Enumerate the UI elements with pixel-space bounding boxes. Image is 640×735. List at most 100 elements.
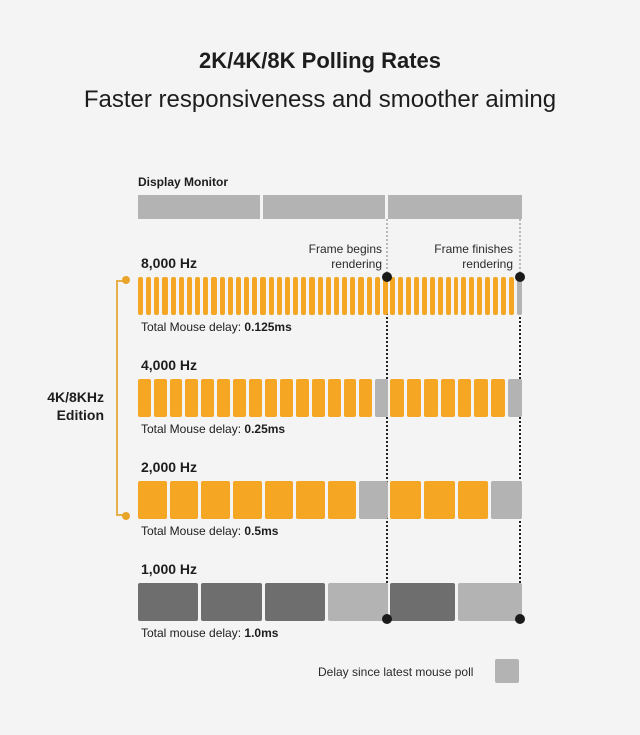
frame-begin-line bbox=[386, 277, 388, 619]
poll-bar bbox=[235, 277, 242, 315]
poll-bar bbox=[333, 277, 340, 315]
delay-value: 1.0ms bbox=[244, 626, 279, 640]
poll-row-8000 bbox=[138, 277, 522, 315]
edition-label: 4K/8KHz Edition bbox=[20, 388, 104, 424]
diagram-title: 2K/4K/8K Polling Rates bbox=[198, 48, 442, 73]
frame-finish-dot-bottom bbox=[515, 614, 525, 624]
display-monitor-bar bbox=[138, 195, 522, 219]
edition-bracket bbox=[116, 280, 126, 516]
poll-bar bbox=[309, 277, 315, 315]
poll-bar bbox=[493, 277, 499, 315]
poll-bar bbox=[301, 277, 307, 315]
delay-text-4000: Total Mouse delay: 0.25ms bbox=[141, 422, 285, 436]
poll-bar bbox=[382, 277, 388, 315]
poll-bar bbox=[423, 379, 438, 417]
poll-bar bbox=[317, 277, 323, 315]
poll-bar bbox=[203, 277, 209, 315]
poll-row-2000 bbox=[138, 481, 522, 519]
frame-finish-guide bbox=[519, 219, 521, 277]
poll-bar bbox=[485, 277, 491, 315]
poll-bar bbox=[162, 277, 168, 315]
poll-bar bbox=[248, 379, 262, 417]
poll-bar bbox=[491, 379, 506, 417]
annot-line: Frame begins bbox=[308, 242, 382, 256]
rate-label-1000: 1,000 Hz bbox=[141, 561, 198, 577]
delay-bar bbox=[517, 277, 522, 315]
monitor-label: Display Monitor bbox=[138, 175, 229, 189]
poll-bar bbox=[406, 379, 421, 417]
poll-bar bbox=[461, 277, 467, 315]
poll-bar bbox=[138, 277, 144, 315]
frame-begin-guide bbox=[386, 219, 388, 277]
legend-label: Delay since latest mouse poll bbox=[318, 665, 474, 679]
poll-bar bbox=[413, 277, 419, 315]
poll-bar bbox=[219, 277, 225, 315]
poll-bar bbox=[232, 481, 262, 519]
poll-bar bbox=[327, 481, 357, 519]
poll-bar bbox=[153, 379, 167, 417]
poll-bar bbox=[264, 481, 294, 519]
poll-bar bbox=[186, 277, 193, 315]
poll-bar bbox=[474, 379, 489, 417]
delay-value: 0.5ms bbox=[244, 524, 279, 538]
poll-bar bbox=[477, 277, 483, 315]
delay-prefix: Total Mouse delay: bbox=[141, 524, 245, 538]
frame-finishes-label: Frame finishes rendering bbox=[400, 242, 513, 272]
poll-bar bbox=[440, 379, 455, 417]
poll-bar bbox=[211, 277, 217, 315]
frame-begin-dot-top bbox=[382, 272, 392, 282]
poll-bar bbox=[146, 277, 152, 315]
delay-value: 0.25ms bbox=[244, 422, 286, 436]
delay-bar bbox=[508, 379, 522, 417]
annot-line: Frame finishes bbox=[434, 242, 513, 256]
delay-prefix: Total Mouse delay: bbox=[141, 320, 245, 334]
poll-bar bbox=[358, 277, 364, 315]
poll-bar bbox=[366, 277, 372, 315]
poll-bar bbox=[244, 277, 250, 315]
poll-bar bbox=[359, 379, 373, 417]
poll-row-4000 bbox=[138, 379, 522, 417]
bracket-dot-bottom bbox=[122, 512, 130, 520]
rate-label-2000: 2,000 Hz bbox=[141, 459, 198, 475]
poll-bar bbox=[201, 379, 215, 417]
monitor-frame bbox=[138, 195, 260, 219]
poll-bar bbox=[264, 583, 325, 621]
poll-bar bbox=[453, 277, 459, 315]
poll-bar bbox=[154, 277, 160, 315]
delay-bar bbox=[457, 583, 522, 621]
poll-bar bbox=[284, 277, 291, 315]
poll-bar bbox=[397, 277, 403, 315]
poll-bar bbox=[390, 481, 421, 519]
poll-bar bbox=[421, 277, 427, 315]
delay-text-8000: Total Mouse delay: 0.125ms bbox=[141, 320, 292, 334]
poll-bar bbox=[201, 583, 262, 621]
poll-bar bbox=[327, 379, 341, 417]
poll-bar bbox=[501, 277, 507, 315]
poll-bar bbox=[437, 277, 443, 315]
poll-bar bbox=[296, 379, 309, 417]
annot-line: rendering bbox=[331, 257, 382, 271]
delay-text-1000: Total mouse delay: 1.0ms bbox=[141, 626, 278, 640]
poll-bar bbox=[260, 277, 266, 315]
poll-bar bbox=[374, 277, 380, 315]
poll-bar bbox=[405, 277, 411, 315]
poll-bar bbox=[252, 277, 258, 315]
poll-bar bbox=[178, 277, 184, 315]
poll-bar bbox=[138, 583, 199, 621]
delay-bar bbox=[375, 379, 388, 417]
rate-label-8000: 8,000 Hz bbox=[141, 255, 198, 271]
poll-bar bbox=[390, 583, 455, 621]
poll-bar bbox=[390, 379, 404, 417]
annot-line: rendering bbox=[462, 257, 513, 271]
poll-bar bbox=[170, 277, 176, 315]
delay-prefix: Total mouse delay: bbox=[141, 626, 245, 640]
poll-bar bbox=[469, 277, 475, 315]
delay-value: 0.125ms bbox=[244, 320, 292, 334]
poll-bar bbox=[201, 481, 230, 519]
poll-bar bbox=[138, 379, 151, 417]
legend-swatch-delay bbox=[495, 659, 519, 683]
poll-bar bbox=[268, 277, 274, 315]
rate-label-4000: 4,000 Hz bbox=[141, 357, 198, 373]
poll-bar bbox=[276, 277, 282, 315]
poll-bar bbox=[311, 379, 325, 417]
